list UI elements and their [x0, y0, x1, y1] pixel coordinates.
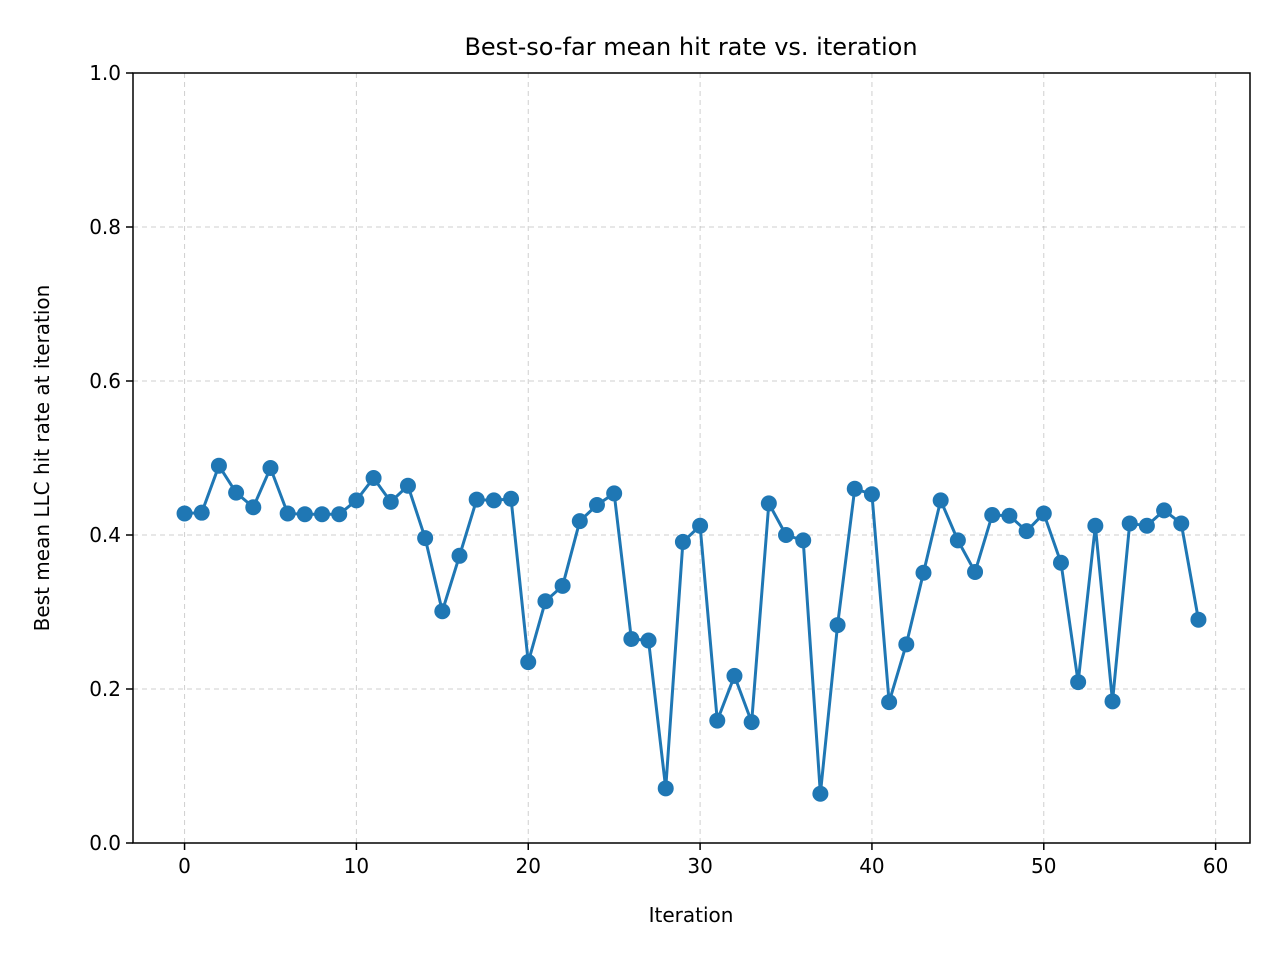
- data-point: [812, 785, 829, 802]
- data-point: [588, 496, 605, 513]
- data-point: [692, 517, 709, 534]
- data-point: [1052, 554, 1069, 571]
- data-point: [846, 480, 863, 497]
- data-point: [1087, 517, 1104, 534]
- data-point: [760, 495, 777, 512]
- chart-title: Best-so-far mean hit rate vs. iteration: [464, 33, 917, 61]
- x-tick-label: 0: [178, 854, 191, 878]
- x-tick-label: 60: [1203, 854, 1228, 878]
- y-tick-label: 0.6: [89, 369, 121, 393]
- data-point: [193, 504, 210, 521]
- data-point: [451, 547, 468, 564]
- data-point: [1156, 502, 1173, 519]
- y-tick-label: 0.4: [89, 523, 121, 547]
- y-tick-label: 0.8: [89, 215, 121, 239]
- data-point: [571, 513, 588, 530]
- data-point: [1104, 693, 1121, 710]
- data-point: [210, 457, 227, 474]
- y-tick-label: 0.2: [89, 677, 121, 701]
- data-point: [915, 564, 932, 581]
- data-point: [1138, 517, 1155, 534]
- data-point: [537, 593, 554, 610]
- data-point: [279, 505, 296, 522]
- x-axis-label: Iteration: [649, 903, 734, 927]
- data-point: [949, 532, 966, 549]
- data-point: [296, 506, 313, 523]
- data-point: [468, 491, 485, 508]
- data-point: [1018, 523, 1035, 540]
- data-point: [984, 506, 1001, 523]
- x-tick-label: 30: [687, 854, 712, 878]
- data-point: [348, 492, 365, 509]
- x-tick-label: 10: [344, 854, 369, 878]
- data-point: [382, 493, 399, 510]
- data-point: [709, 712, 726, 729]
- data-point: [434, 603, 451, 620]
- data-point: [829, 617, 846, 634]
- data-point: [1173, 515, 1190, 532]
- data-point: [228, 484, 245, 501]
- axis-ticks: 0 10 20 30 40 50 60 0.0 0.2 0.4 0.6 0.8 1.0: [89, 61, 1228, 878]
- data-point: [245, 499, 262, 516]
- data-point: [262, 460, 279, 477]
- plot-frame: [132, 72, 1251, 844]
- data-point: [1121, 515, 1138, 532]
- y-axis-label: Best mean LLC hit rate at iteration: [30, 285, 54, 632]
- data-point: [967, 563, 984, 580]
- data-point: [520, 654, 537, 671]
- y-tick-label: 1.0: [89, 61, 121, 85]
- series-line-group: [176, 457, 1207, 802]
- y-tick-label: 0.0: [89, 831, 121, 855]
- data-point: [554, 577, 571, 594]
- data-point: [417, 530, 434, 547]
- data-point: [176, 505, 193, 522]
- data-point: [657, 780, 674, 797]
- x-tick-label: 40: [859, 854, 884, 878]
- data-point: [743, 714, 760, 731]
- data-point: [503, 490, 520, 507]
- data-point: [726, 667, 743, 684]
- data-point: [932, 492, 949, 509]
- data-point: [674, 533, 691, 550]
- data-point: [898, 636, 915, 653]
- data-point: [640, 632, 657, 649]
- data-point: [314, 506, 331, 523]
- data-point: [1001, 507, 1018, 524]
- data-point: [606, 485, 623, 502]
- data-point: [795, 532, 812, 549]
- data-point: [623, 630, 640, 647]
- x-tick-label: 50: [1031, 854, 1056, 878]
- data-point: [365, 470, 382, 487]
- data-point: [1035, 505, 1052, 522]
- data-point: [778, 527, 795, 543]
- data-point: [399, 477, 416, 494]
- data-point: [485, 492, 502, 509]
- data-point: [881, 694, 898, 711]
- data-point: [331, 506, 348, 523]
- data-point: [863, 486, 880, 503]
- data-point: [1190, 611, 1207, 628]
- data-point: [1070, 674, 1087, 691]
- x-tick-label: 20: [516, 854, 541, 878]
